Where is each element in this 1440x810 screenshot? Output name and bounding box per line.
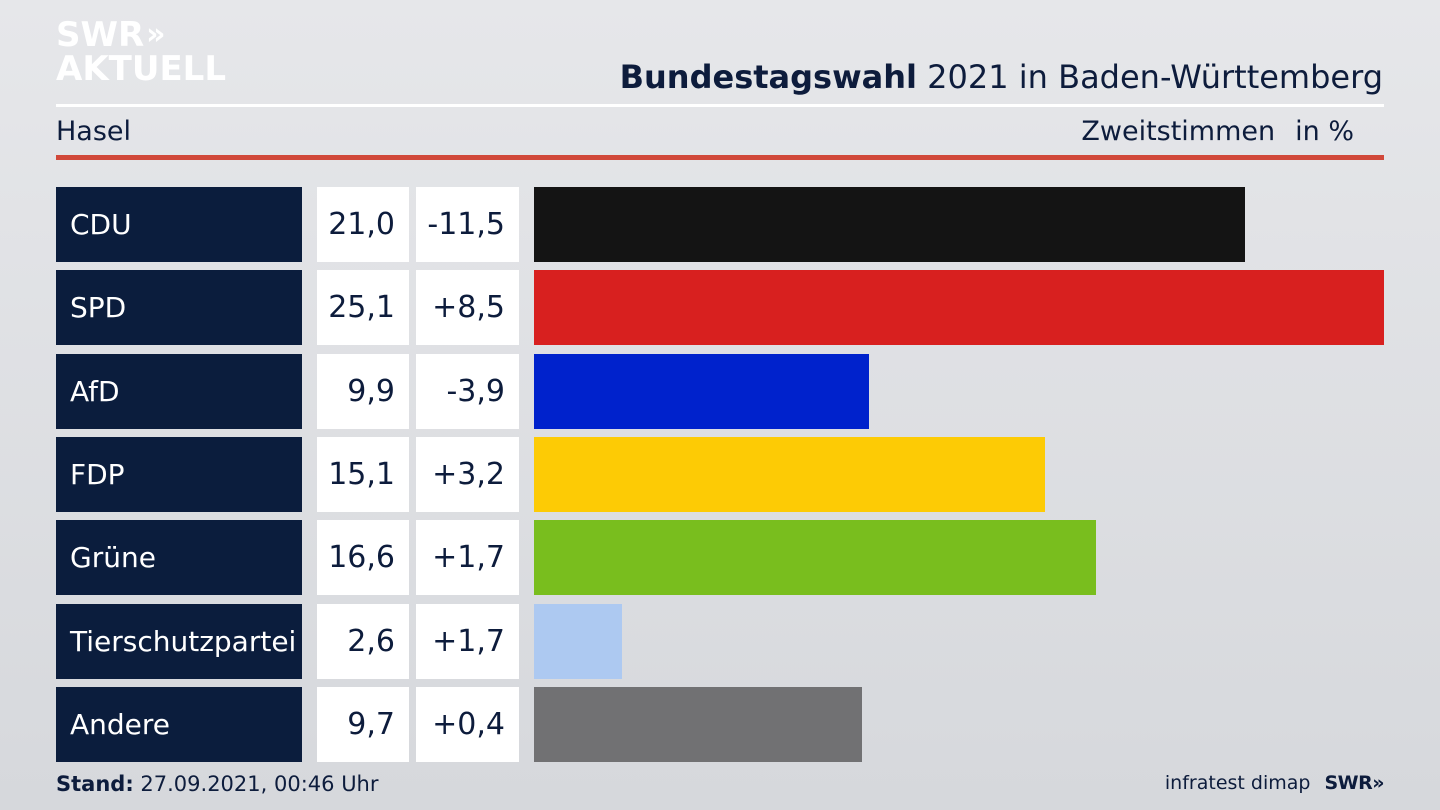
chart-row: Tierschutzpartei 2,6 +1,7 (56, 604, 1384, 679)
value-label: 25,1 (317, 270, 409, 345)
logo-swr-text: SWR (56, 15, 145, 55)
stand-timestamp: Stand: 27.09.2021, 00:46 Uhr (56, 772, 379, 796)
value-label: 9,7 (317, 687, 409, 762)
stand-value: 27.09.2021, 00:46 Uhr (140, 772, 379, 796)
bar (534, 354, 869, 429)
bar (534, 437, 1045, 512)
accent-divider (56, 155, 1384, 160)
source-text: infratest dimap (1164, 772, 1311, 794)
location-label: Hasel (56, 116, 132, 147)
diff-label: +0,4 (416, 687, 519, 762)
chart-title-bold: Bundestagswahl (619, 58, 917, 96)
chart-row: AfD 9,9 -3,9 (56, 354, 1384, 429)
chart-row: CDU 21,0 -11,5 (56, 187, 1384, 262)
unit-text: in % (1295, 116, 1354, 147)
diff-label: -3,9 (416, 354, 519, 429)
bar (534, 687, 862, 762)
value-label: 21,0 (317, 187, 409, 262)
swr-brand-logo: SWR» (1324, 772, 1384, 794)
chart-row: Grüne 16,6 +1,7 (56, 520, 1384, 595)
value-label: 2,6 (317, 604, 409, 679)
chart-row: Andere 9,7 +0,4 (56, 687, 1384, 762)
stand-label: Stand: (56, 772, 134, 796)
measure-text: Zweitstimmen (1081, 116, 1276, 147)
diff-label: +1,7 (416, 604, 519, 679)
diff-label: +3,2 (416, 437, 519, 512)
value-label: 9,9 (317, 354, 409, 429)
bar (534, 604, 622, 679)
chart-title-rest: 2021 in Baden-Württemberg (927, 58, 1383, 96)
diff-label: +8,5 (416, 270, 519, 345)
bar (534, 270, 1384, 345)
party-label: SPD (56, 270, 302, 345)
bar (534, 520, 1096, 595)
party-label: Tierschutzpartei (56, 604, 302, 679)
header-divider (56, 104, 1384, 107)
party-label: Andere (56, 687, 302, 762)
party-label: FDP (56, 437, 302, 512)
chart-title: Bundestagswahl 2021 in Baden-Württemberg (620, 58, 1383, 96)
measure-label: Zweitstimmen in % (1081, 116, 1354, 147)
value-label: 16,6 (317, 520, 409, 595)
bar (534, 187, 1245, 262)
value-label: 15,1 (317, 437, 409, 512)
chart-row: FDP 15,1 +3,2 (56, 437, 1384, 512)
party-label: Grüne (56, 520, 302, 595)
party-label: AfD (56, 354, 302, 429)
party-label: CDU (56, 187, 302, 262)
swr-aktuell-logo: SWR » AKTUELL (56, 15, 227, 89)
diff-label: -11,5 (416, 187, 519, 262)
chart-row: SPD 25,1 +8,5 (56, 270, 1384, 345)
source-credit: infratest dimap SWR» (1164, 772, 1385, 794)
logo-aktuell-text: AKTUELL (56, 49, 227, 89)
diff-label: +1,7 (416, 520, 519, 595)
